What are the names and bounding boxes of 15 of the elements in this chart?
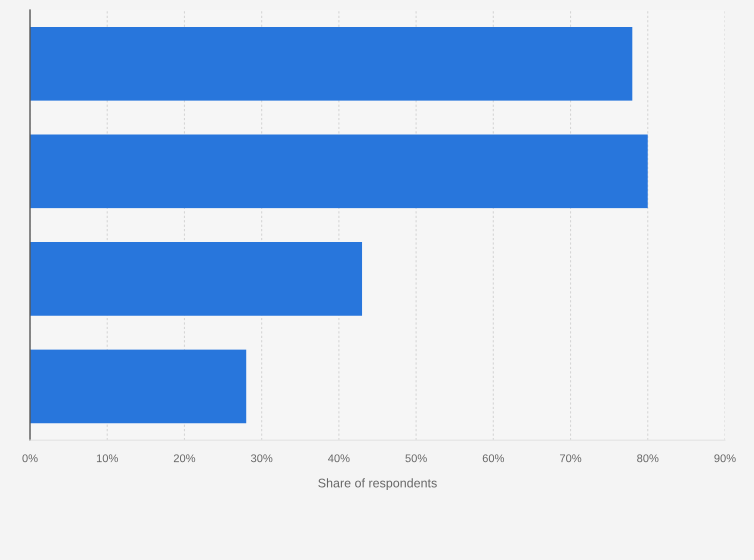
x-tick-label: 20% — [174, 454, 196, 462]
x-tick-label: 50% — [405, 454, 427, 462]
bar — [30, 134, 648, 208]
x-tick-label: 90% — [714, 454, 736, 462]
bar — [30, 242, 362, 316]
x-tick-label: 10% — [96, 454, 118, 462]
x-tick-label: 30% — [250, 454, 272, 462]
x-tick-label: 70% — [560, 454, 582, 462]
x-axis-title: Share of respondents — [318, 478, 437, 490]
x-tick-label: 80% — [637, 454, 658, 462]
x-tick-label: 0% — [22, 454, 38, 462]
bar — [30, 350, 246, 424]
x-tick-label: 60% — [482, 454, 504, 462]
bar — [30, 27, 632, 101]
x-tick-label: 40% — [328, 454, 350, 462]
